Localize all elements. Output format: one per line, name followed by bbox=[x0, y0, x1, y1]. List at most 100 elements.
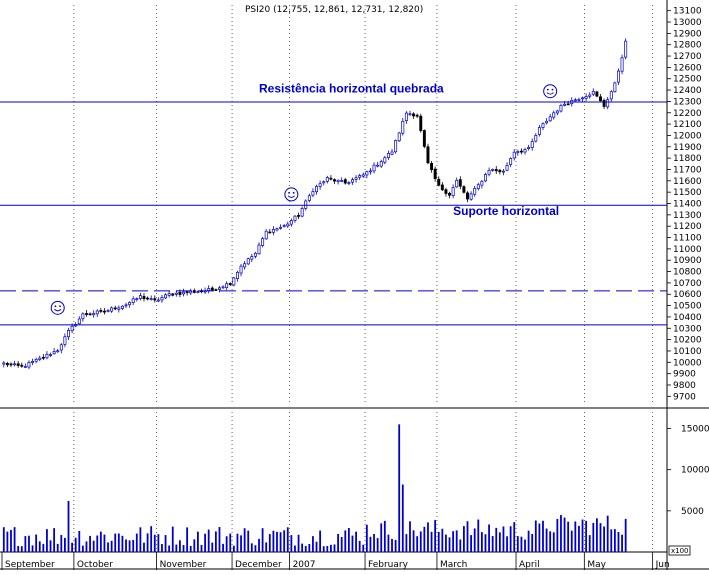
candle-body bbox=[34, 359, 38, 362]
candle-body bbox=[156, 299, 160, 302]
chart-title: PSI20 (12,755, 12,861, 12,731, 12,820) bbox=[245, 5, 423, 15]
candle-body bbox=[573, 99, 577, 102]
candle-body bbox=[279, 226, 283, 229]
candle-body bbox=[13, 363, 17, 366]
smiley-eye bbox=[551, 88, 554, 91]
candle-body bbox=[153, 298, 157, 301]
price-tick-label: 12400 bbox=[673, 86, 702, 96]
candle-body bbox=[41, 356, 45, 359]
candle-body bbox=[23, 366, 27, 368]
candle-body bbox=[566, 103, 570, 106]
candle-body bbox=[376, 164, 380, 167]
smiley-icon bbox=[50, 300, 65, 315]
candle-body bbox=[293, 215, 297, 221]
candle-body bbox=[315, 186, 318, 193]
candle-body bbox=[358, 175, 362, 178]
price-tick-label: 10700 bbox=[673, 279, 702, 289]
month-label: Jun bbox=[655, 560, 670, 570]
candle-body bbox=[476, 184, 480, 189]
candle-body bbox=[548, 116, 552, 122]
candle-body bbox=[81, 313, 85, 320]
smiley-icon bbox=[543, 84, 558, 99]
candle-body bbox=[501, 170, 505, 173]
price-tick-label: 11200 bbox=[673, 222, 702, 232]
volume-tick-label: 10000 bbox=[681, 466, 709, 476]
candle-body bbox=[480, 180, 484, 186]
smiley-icon bbox=[284, 187, 299, 202]
month-label: September bbox=[5, 560, 55, 570]
candle-body bbox=[505, 165, 509, 171]
candle-body bbox=[20, 364, 24, 367]
candle-body bbox=[257, 244, 261, 255]
candle-body bbox=[221, 286, 225, 289]
month-axis: September October November December 2007 Febr… bbox=[1, 552, 670, 570]
smiley-face bbox=[543, 84, 558, 99]
candle-body bbox=[85, 313, 88, 315]
candle-body bbox=[379, 161, 383, 167]
candle-body bbox=[135, 298, 139, 300]
price-tick-label: 10900 bbox=[673, 256, 702, 266]
candle-body bbox=[246, 258, 250, 265]
candle-body bbox=[67, 330, 70, 338]
candle-body bbox=[588, 94, 592, 97]
smiley-mouth bbox=[287, 195, 295, 198]
candle-body bbox=[595, 91, 599, 97]
candle-body bbox=[606, 99, 610, 108]
candle-body bbox=[225, 283, 229, 288]
candle-body bbox=[300, 208, 304, 217]
candle-body bbox=[509, 158, 513, 165]
candle-body bbox=[49, 354, 52, 356]
candle-body bbox=[210, 287, 214, 291]
candle-body bbox=[333, 179, 336, 182]
candle-body bbox=[394, 140, 398, 153]
volume-tick-label: 15000 bbox=[681, 424, 709, 434]
smiley-face bbox=[284, 187, 299, 202]
candle-body bbox=[9, 363, 13, 366]
candle-body bbox=[430, 163, 434, 171]
candle-body bbox=[120, 305, 124, 309]
annotation-label: Suporte horizontal bbox=[453, 204, 559, 218]
candle-body bbox=[401, 121, 405, 134]
candle-body bbox=[235, 271, 239, 280]
volume-unit-box bbox=[668, 545, 691, 556]
candle-body bbox=[354, 177, 358, 180]
candle-body bbox=[487, 170, 491, 175]
horizontal-lines bbox=[0, 101, 667, 326]
candle-body bbox=[512, 151, 516, 159]
candle-body bbox=[27, 362, 31, 368]
month-label: November bbox=[160, 560, 207, 570]
candle-body bbox=[142, 296, 146, 299]
price-tick-label: 11800 bbox=[673, 154, 702, 164]
candle-body bbox=[599, 96, 602, 102]
candle-body bbox=[117, 307, 121, 310]
price-tick-label: 12900 bbox=[673, 29, 702, 39]
price-tick-label: 10200 bbox=[673, 336, 702, 346]
grid-lines bbox=[73, 5, 653, 552]
price-tick-label: 11700 bbox=[673, 165, 702, 175]
candle-body bbox=[541, 123, 545, 128]
candle-body bbox=[318, 183, 322, 187]
candle-body bbox=[555, 110, 559, 114]
candle-body bbox=[372, 164, 376, 172]
smiley-eye bbox=[59, 305, 61, 308]
candle-body bbox=[609, 91, 613, 100]
candle-body bbox=[440, 184, 444, 191]
candle-body bbox=[534, 135, 538, 142]
price-tick-label: 12800 bbox=[673, 41, 702, 51]
smiley-mouth bbox=[54, 308, 62, 312]
candle-body bbox=[336, 179, 340, 183]
price-tick-label: 10100 bbox=[673, 347, 702, 357]
smiley-mouth bbox=[546, 92, 554, 95]
price-tick-label: 12300 bbox=[673, 97, 702, 107]
candle-body bbox=[537, 127, 541, 135]
candle-body bbox=[59, 344, 63, 351]
candle-body bbox=[207, 288, 211, 291]
candle-body bbox=[311, 191, 315, 196]
price-tick-label: 10400 bbox=[673, 313, 702, 323]
candle-body bbox=[419, 115, 423, 131]
candle-body bbox=[386, 153, 390, 158]
month-label: May bbox=[587, 560, 606, 570]
